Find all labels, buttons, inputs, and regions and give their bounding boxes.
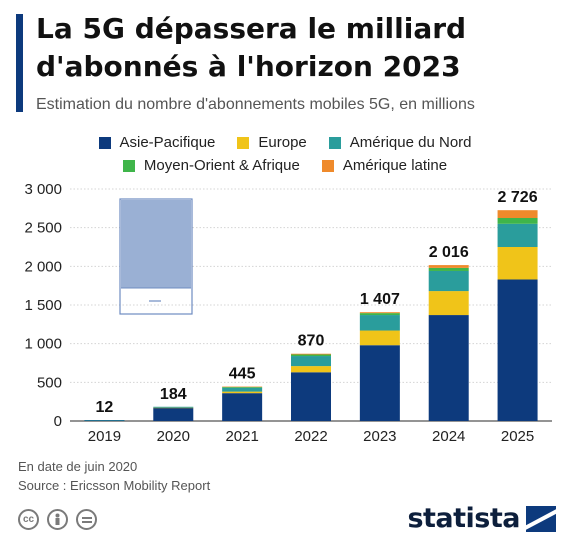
bar-segment	[222, 391, 263, 394]
bar-segment	[222, 386, 263, 388]
chart-legend: Asie-Pacifique Europe Amérique du Nord M…	[0, 134, 570, 180]
footnote-date: En date de juin 2020	[18, 459, 138, 474]
total-label: 2 726	[498, 189, 538, 206]
legend-swatch	[98, 136, 111, 149]
legend-item-amerique-du-nord: Amérique du Nord	[328, 134, 472, 151]
legend-item-moyen-orient-afrique: Moyen-Orient & Afrique	[122, 157, 300, 174]
illustration-frame	[119, 198, 193, 315]
bar-segment	[359, 315, 400, 331]
bar-segment	[291, 354, 331, 357]
total-label: 12	[96, 399, 114, 416]
legend-swatch	[237, 136, 250, 149]
statista-logo-icon	[526, 505, 556, 532]
total-label: 2 016	[429, 244, 469, 261]
x-tick-label: 2019	[88, 428, 121, 445]
bar-segment	[222, 393, 263, 421]
bar-segment	[153, 406, 194, 408]
x-axis: 2019 2020 2021 2022 2023 2024 2025	[88, 428, 535, 445]
bars	[84, 210, 538, 421]
bar-segment	[153, 407, 194, 421]
license-icons: cc	[18, 509, 97, 530]
bar-segment	[497, 223, 538, 247]
y-axis: 0 500 1 000 1 500 2 000 2 500 3 000	[24, 181, 62, 430]
bar-segment	[153, 407, 194, 409]
legend-label: Asie-Pacifique	[119, 134, 216, 151]
equals-icon	[81, 516, 92, 523]
y-tick-label: 0	[54, 413, 62, 430]
y-tick-label: 2 500	[24, 220, 62, 237]
title-accent-bar	[16, 14, 23, 112]
bar-segment	[359, 312, 400, 314]
legend-label: Amérique latine	[342, 157, 448, 174]
x-tick-label: 2020	[157, 428, 190, 445]
bar-segment	[497, 210, 538, 218]
bar-segment	[222, 386, 263, 388]
y-tick-label: 2 000	[24, 258, 62, 275]
chart-subtitle: Estimation du nombre d'abonnements mobil…	[36, 96, 475, 113]
bar-segment	[497, 218, 538, 224]
bar-segment	[359, 345, 400, 421]
illustration-fill	[121, 200, 191, 288]
legend-swatch	[122, 159, 135, 172]
bar-segment	[84, 420, 125, 421]
legend-swatch	[328, 136, 341, 149]
bar-segment	[428, 267, 469, 271]
bar-segment	[359, 313, 400, 316]
total-label: 445	[229, 366, 256, 383]
bar-segment	[497, 247, 538, 280]
y-tick-label: 1 500	[24, 297, 62, 314]
total-labels: 12 184 445 870 1 407 2 016 2 726	[96, 189, 538, 416]
y-tick-label: 1 000	[24, 336, 62, 353]
bar-chart: 0 500 1 000 1 500 2 000 2 500 3 000 2019 2020 202…	[24, 181, 552, 445]
bar-segment	[291, 372, 331, 421]
illustration-box	[119, 198, 193, 315]
x-tick-label: 2024	[432, 428, 465, 445]
bar-segment	[497, 279, 538, 421]
total-label: 870	[298, 333, 325, 350]
cc-icon[interactable]: cc	[18, 509, 39, 530]
nd-icon[interactable]	[76, 509, 97, 530]
bar-segment	[359, 330, 400, 346]
x-tick-label: 2023	[363, 428, 396, 445]
footnote-source: Source : Ericsson Mobility Report	[18, 478, 211, 493]
page-title: La 5G dépassera le milliard d'abonnés à …	[36, 12, 467, 83]
legend-swatch	[321, 159, 334, 172]
statista-wordmark: statista	[407, 503, 520, 534]
bar-segment	[291, 353, 331, 355]
bar-segment	[428, 265, 469, 268]
x-tick-label: 2022	[294, 428, 327, 445]
bar-segment	[291, 356, 331, 367]
bar-segment	[428, 315, 469, 421]
legend-label: Amérique du Nord	[349, 134, 472, 151]
bar-segment	[428, 291, 469, 316]
y-tick-label: 500	[37, 374, 62, 391]
total-label: 1 407	[360, 291, 400, 308]
legend-item-europe: Europe	[237, 134, 307, 151]
x-tick-label: 2021	[225, 428, 258, 445]
legend-label: Moyen-Orient & Afrique	[143, 157, 300, 174]
x-tick-label: 2025	[501, 428, 534, 445]
by-icon[interactable]	[47, 509, 68, 530]
total-label: 184	[160, 386, 187, 403]
legend-item-asie-pacifique: Asie-Pacifique	[98, 134, 216, 151]
bar-segment	[84, 420, 125, 421]
person-icon	[55, 513, 60, 525]
bar-segment	[291, 366, 331, 373]
y-tick-label: 3 000	[24, 181, 62, 198]
legend-item-amerique-latine: Amérique latine	[321, 157, 448, 174]
bar-segment	[222, 387, 263, 392]
statista-logo[interactable]: statista	[407, 503, 556, 534]
bar-segment	[428, 270, 469, 292]
legend-label: Europe	[258, 134, 307, 151]
